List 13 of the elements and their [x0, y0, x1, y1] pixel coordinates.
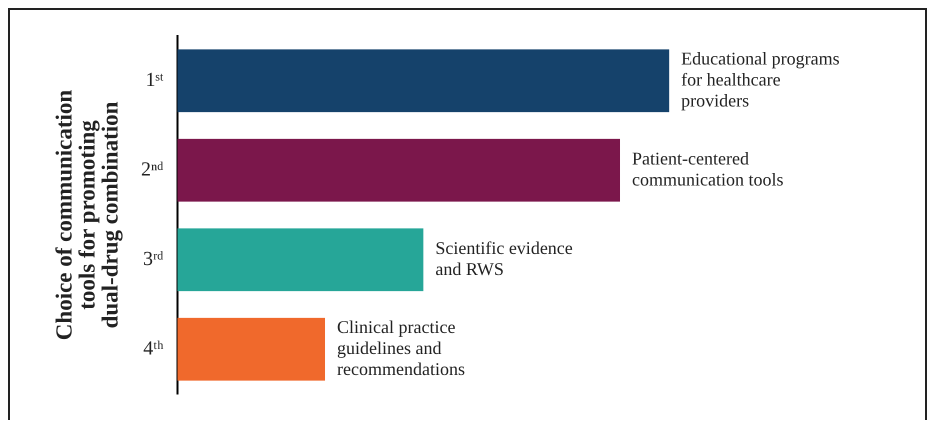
y-tick-label: 4ᵗʰ: [143, 338, 164, 360]
y-tick-label: 3ʳᵈ: [142, 248, 164, 270]
bar: [178, 228, 424, 292]
bar: [178, 318, 326, 381]
y-axis-title: Choice of communication tools for promoting dual-drug combination: [51, 90, 124, 340]
bar: [178, 49, 670, 112]
y-tick-label: 1ˢᵗ: [145, 69, 164, 91]
annotation: Educational programs for healthcare providers: [681, 48, 840, 110]
annotation: Scientific evidence and RWS: [435, 238, 573, 279]
y-tick-label: 2ⁿᵈ: [140, 158, 164, 180]
annotation: Clinical practice guidelines and recommendations: [337, 316, 465, 379]
bar: [178, 138, 620, 202]
annotation: Patient-centered communication tools: [632, 148, 784, 190]
